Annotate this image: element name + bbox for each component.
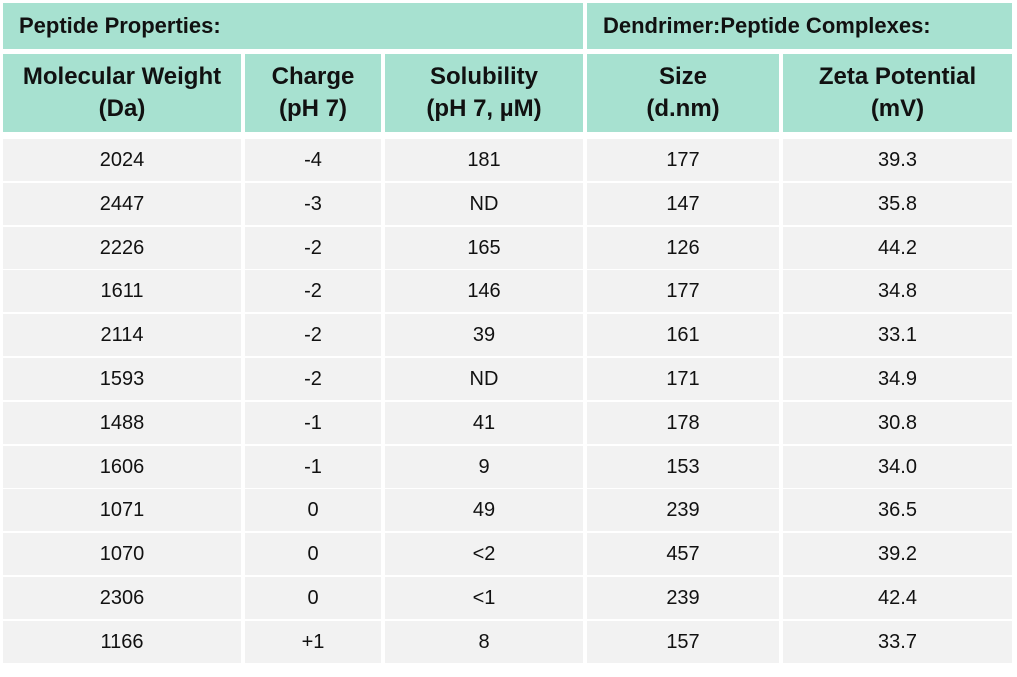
table-cell-molecular-weight: 2226 xyxy=(3,227,241,269)
table-cell-charge: -2 xyxy=(245,358,381,400)
table-cell-charge: -3 xyxy=(245,183,381,225)
table-cell-size: 161 xyxy=(587,314,779,356)
table-cell-zeta-potential: 39.3 xyxy=(783,139,1012,181)
group-header-peptide-properties: Peptide Properties: xyxy=(3,3,583,49)
table-cell-solubility: 8 xyxy=(385,621,583,663)
table-cell-size: 153 xyxy=(587,446,779,488)
table-cell-charge: 0 xyxy=(245,533,381,575)
table-cell-charge: -2 xyxy=(245,227,381,269)
table-cell-solubility: 181 xyxy=(385,139,583,181)
table-cell-zeta-potential: 35.8 xyxy=(783,183,1012,225)
column-header-solubility: Solubility (pH 7, µM) xyxy=(385,54,583,132)
table-cell-size: 126 xyxy=(587,227,779,269)
table-cell-solubility: 165 xyxy=(385,227,583,269)
table-cell-size: 239 xyxy=(587,489,779,531)
table-cell-size: 157 xyxy=(587,621,779,663)
table-cell-molecular-weight: 2024 xyxy=(3,139,241,181)
table-cell-zeta-potential: 33.7 xyxy=(783,621,1012,663)
table-cell-solubility: <2 xyxy=(385,533,583,575)
table-cell-size: 171 xyxy=(587,358,779,400)
table-cell-zeta-potential: 33.1 xyxy=(783,314,1012,356)
table-cell-size: 177 xyxy=(587,139,779,181)
table-cell-size: 178 xyxy=(587,402,779,444)
table-cell-solubility: 49 xyxy=(385,489,583,531)
table-cell-solubility: <1 xyxy=(385,577,583,619)
table-cell-charge: -2 xyxy=(245,270,381,312)
table-cell-molecular-weight: 2114 xyxy=(3,314,241,356)
table-cell-charge: -4 xyxy=(245,139,381,181)
table-cell-molecular-weight: 1070 xyxy=(3,533,241,575)
table-cell-charge: 0 xyxy=(245,489,381,531)
table-cell-solubility: ND xyxy=(385,358,583,400)
table-cell-size: 457 xyxy=(587,533,779,575)
column-header-molecular-weight: Molecular Weight (Da) xyxy=(3,54,241,132)
table-cell-charge: +1 xyxy=(245,621,381,663)
table-cell-solubility: ND xyxy=(385,183,583,225)
table-cell-molecular-weight: 1166 xyxy=(3,621,241,663)
table-cell-size: 239 xyxy=(587,577,779,619)
table-cell-molecular-weight: 2447 xyxy=(3,183,241,225)
table-cell-charge: -1 xyxy=(245,446,381,488)
table-cell-zeta-potential: 34.0 xyxy=(783,446,1012,488)
table-cell-zeta-potential: 39.2 xyxy=(783,533,1012,575)
table-cell-zeta-potential: 44.2 xyxy=(783,227,1012,269)
table-cell-solubility: 41 xyxy=(385,402,583,444)
table-cell-molecular-weight: 1606 xyxy=(3,446,241,488)
group-header-dendrimer-complexes: Dendrimer:Peptide Complexes: xyxy=(587,3,1012,49)
table-cell-molecular-weight: 1593 xyxy=(3,358,241,400)
table-cell-solubility: 9 xyxy=(385,446,583,488)
table-cell-zeta-potential: 34.8 xyxy=(783,270,1012,312)
table-cell-molecular-weight: 2306 xyxy=(3,577,241,619)
table-cell-charge: -1 xyxy=(245,402,381,444)
table-cell-size: 147 xyxy=(587,183,779,225)
table-cell-zeta-potential: 30.8 xyxy=(783,402,1012,444)
table-cell-zeta-potential: 34.9 xyxy=(783,358,1012,400)
table-cell-size: 177 xyxy=(587,270,779,312)
table-cell-molecular-weight: 1488 xyxy=(3,402,241,444)
table-cell-charge: -2 xyxy=(245,314,381,356)
table-cell-charge: 0 xyxy=(245,577,381,619)
table-cell-solubility: 146 xyxy=(385,270,583,312)
column-header-size: Size (d.nm) xyxy=(587,54,779,132)
table-cell-solubility: 39 xyxy=(385,314,583,356)
table-cell-zeta-potential: 36.5 xyxy=(783,489,1012,531)
column-header-charge: Charge (pH 7) xyxy=(245,54,381,132)
table-cell-molecular-weight: 1611 xyxy=(3,270,241,312)
table-cell-molecular-weight: 1071 xyxy=(3,489,241,531)
column-header-zeta-potential: Zeta Potential (mV) xyxy=(783,54,1012,132)
table-cell-zeta-potential: 42.4 xyxy=(783,577,1012,619)
